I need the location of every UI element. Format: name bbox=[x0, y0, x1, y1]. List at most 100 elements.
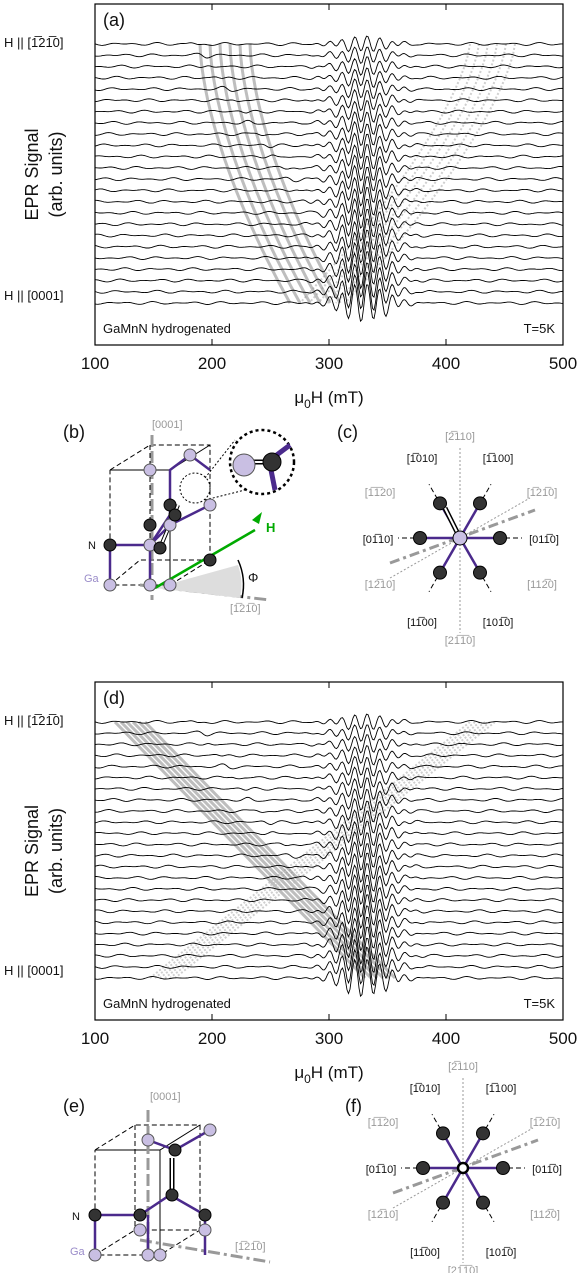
x-label-subscript: 0 bbox=[304, 397, 311, 411]
direction-label: [1̅100] bbox=[483, 453, 514, 465]
resonance-band bbox=[169, 721, 491, 979]
x-tick-label: 200 bbox=[198, 354, 226, 373]
atom-label: N bbox=[88, 540, 96, 552]
angle-label: Φ bbox=[248, 570, 258, 585]
resonance-band bbox=[208, 43, 302, 304]
direction-label: [01̅10] bbox=[363, 534, 394, 546]
atom-label: N bbox=[72, 1211, 80, 1223]
direction-label: [112̅0] bbox=[530, 1209, 560, 1221]
resonance-band bbox=[174, 721, 496, 979]
resonance-band bbox=[125, 720, 379, 980]
x-tick-label: 400 bbox=[432, 354, 460, 373]
n-atom bbox=[433, 565, 447, 580]
x-tick-label: 200 bbox=[198, 1029, 226, 1048]
direction-label: [101̅0] bbox=[486, 1247, 517, 1259]
x-tick-label: 300 bbox=[315, 354, 343, 373]
direction-star: [2̅110] [1̅010] [1̅100] [1̅1̅20] [1̅21̅0] [01… bbox=[363, 431, 559, 647]
y-axis-label: (arb. units) bbox=[46, 131, 66, 217]
panel-label: (d) bbox=[103, 688, 125, 708]
direction-label: [1̅21̅0] bbox=[530, 1117, 561, 1129]
spectrum-trace bbox=[94, 809, 563, 836]
direction-label: [11̅00] bbox=[410, 1247, 440, 1259]
axis-label: [1̅21̅0] bbox=[235, 1241, 266, 1253]
resonance-band bbox=[119, 720, 373, 980]
resonance-band bbox=[344, 43, 516, 304]
x-tick-label: 500 bbox=[549, 1029, 577, 1048]
direction-label: [112̅0] bbox=[527, 579, 557, 591]
resonance-band bbox=[228, 43, 322, 304]
spectrum-trace bbox=[94, 262, 564, 299]
panel-label: (a) bbox=[103, 10, 125, 30]
panel-label: (e) bbox=[63, 1096, 85, 1116]
resonance-band bbox=[164, 721, 486, 979]
resonance-band bbox=[137, 720, 391, 980]
resonance-band bbox=[131, 720, 385, 980]
resonance-band bbox=[154, 721, 476, 979]
spectrum-trace bbox=[95, 120, 564, 146]
direction-line bbox=[485, 1114, 495, 1130]
orientation-label: H || [0001] bbox=[4, 288, 64, 303]
crystal-diagram-e bbox=[88, 1110, 271, 1264]
direction-line bbox=[428, 576, 438, 592]
orientation-label: H || [0001] bbox=[4, 963, 64, 978]
temperature-label: T=5K bbox=[524, 321, 556, 336]
x-tick-label: 100 bbox=[81, 354, 109, 373]
spectrum-trace bbox=[94, 894, 564, 929]
spectrum-trace bbox=[95, 187, 564, 218]
spectrum-trace bbox=[94, 154, 564, 182]
axis-label: [1̅21̅0] bbox=[230, 603, 261, 615]
crystal-diagram-b bbox=[103, 428, 296, 602]
direction-label: [11̅00] bbox=[407, 617, 437, 629]
resonance-band bbox=[143, 720, 397, 980]
direction-label: [011̅0] bbox=[529, 534, 559, 546]
n-atom bbox=[433, 496, 447, 511]
y-axis-label: EPR Signal bbox=[22, 128, 42, 220]
resonance-band bbox=[335, 43, 507, 304]
panel-label: (c) bbox=[337, 422, 358, 442]
x-tick-label: 300 bbox=[315, 1029, 343, 1048]
axis-label: [0001] bbox=[150, 1091, 181, 1103]
spectrum-trace bbox=[94, 283, 564, 323]
resonance-band bbox=[113, 720, 367, 980]
spectrum-trace bbox=[94, 926, 563, 965]
resonance-band bbox=[149, 721, 471, 979]
spectrum-trace bbox=[94, 916, 564, 952]
direction-label: [01̅10] bbox=[366, 1164, 397, 1176]
resonance-band bbox=[248, 43, 342, 304]
direction-label: [12̅10] bbox=[365, 579, 396, 591]
n-atom bbox=[413, 531, 427, 545]
n-atom bbox=[476, 1126, 490, 1141]
resonance-band bbox=[238, 43, 332, 304]
spectrum-trace bbox=[94, 88, 563, 112]
n-atom bbox=[473, 565, 487, 580]
resonance-band bbox=[198, 43, 292, 304]
n-atom bbox=[476, 1195, 490, 1210]
spectrum-trace bbox=[94, 78, 564, 99]
x-label-rest: H (mT) bbox=[311, 1063, 364, 1082]
resonance-band bbox=[299, 43, 471, 304]
spectrum-trace bbox=[94, 873, 564, 905]
spectrum-trace bbox=[94, 208, 564, 242]
direction-line bbox=[431, 1114, 441, 1130]
spectrum-trace bbox=[94, 176, 564, 207]
spectrum-trace bbox=[94, 271, 564, 312]
direction-label: [101̅0] bbox=[483, 617, 514, 629]
direction-label: [21̅1̅0] bbox=[445, 635, 476, 647]
direction-label: [2̅110] bbox=[445, 431, 475, 443]
spectrum-trace bbox=[94, 830, 564, 858]
spectrum-trace bbox=[94, 144, 564, 171]
spectrum-trace bbox=[94, 35, 563, 53]
resonance-band bbox=[159, 721, 481, 979]
resonance-band bbox=[317, 43, 489, 304]
direction-label: [011̅0] bbox=[532, 1164, 562, 1176]
center-atom bbox=[452, 530, 468, 546]
spectrum-trace bbox=[94, 905, 564, 940]
sample-label: GaMnN hydrogenated bbox=[103, 321, 231, 336]
field-label: H bbox=[266, 520, 275, 535]
x-tick-label: 100 bbox=[81, 1029, 109, 1048]
spectrum-trace bbox=[94, 820, 564, 847]
spectrum-trace bbox=[94, 218, 564, 254]
x-axis-label: μ0H (mT) bbox=[294, 388, 363, 411]
direction-label: [1̅1̅20] bbox=[368, 1117, 399, 1129]
